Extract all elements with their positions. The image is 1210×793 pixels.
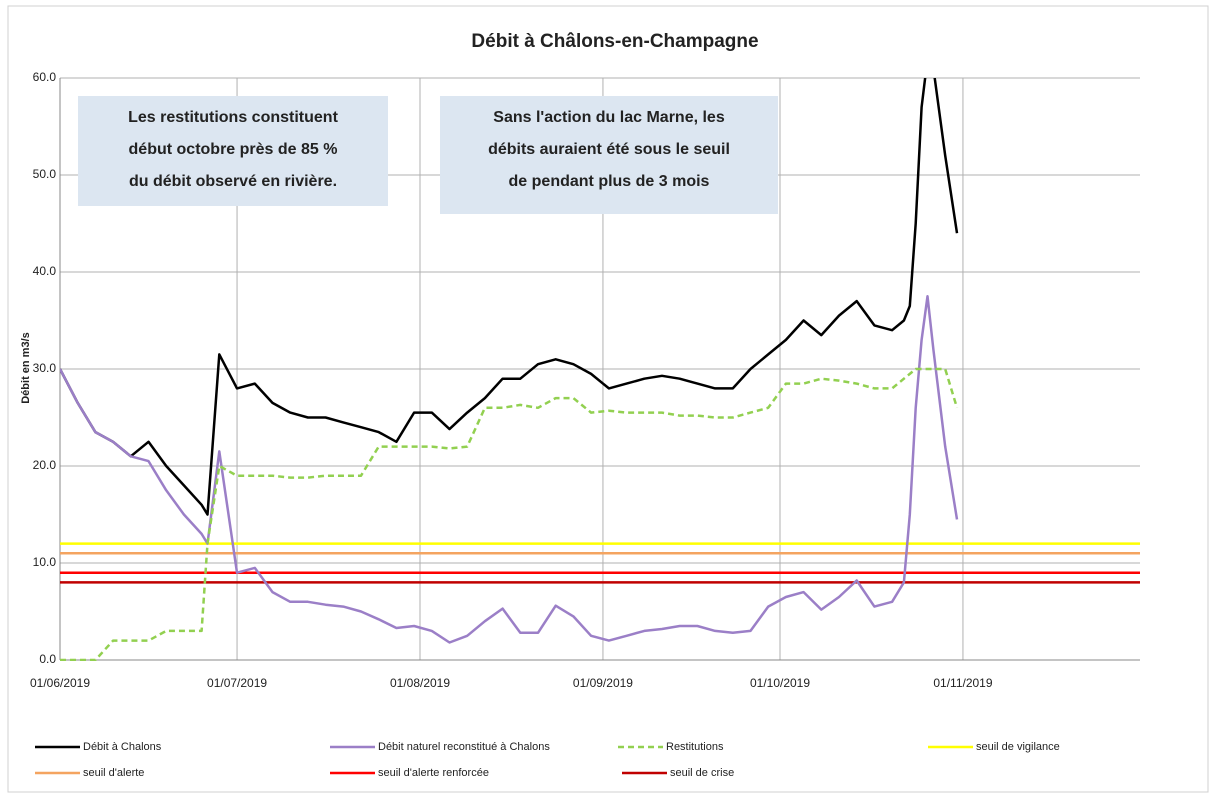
y-tick-label: 50.0: [33, 167, 57, 181]
legend-label: seuil de vigilance: [976, 741, 1060, 753]
y-tick-label: 0.0: [39, 652, 56, 666]
legend-label: seuil d'alerte renforcée: [378, 767, 489, 779]
annotation-text: débits auraient été sous le seuil: [488, 141, 730, 158]
chart-title: Débit à Châlons-en-Champagne: [471, 31, 758, 52]
legend-label: Débit à Chalons: [83, 741, 162, 753]
y-tick-label: 60.0: [33, 70, 57, 84]
x-tick-label: 01/06/2019: [30, 676, 90, 690]
x-tick-label: 01/09/2019: [573, 676, 633, 690]
y-tick-label: 30.0: [33, 361, 57, 375]
annotation-text: du débit observé en rivière.: [129, 173, 337, 190]
x-tick-label: 01/08/2019: [390, 676, 450, 690]
y-tick-label: 40.0: [33, 264, 57, 278]
legend-label: seuil d'alerte: [83, 767, 144, 779]
y-tick-label: 20.0: [33, 458, 57, 472]
series-line: [60, 367, 959, 661]
legend-label: Débit naturel reconstitué à Chalons: [378, 741, 550, 753]
x-tick-label: 01/07/2019: [207, 676, 267, 690]
annotation-text: Les restitutions constituent: [128, 109, 338, 126]
annotation-text: début octobre près de 85 %: [129, 141, 338, 158]
legend-label: seuil de crise: [670, 767, 734, 779]
x-tick-label: 01/11/2019: [933, 676, 992, 690]
plot-area: [60, 78, 1140, 661]
y-tick-label: 10.0: [33, 555, 57, 569]
y-axis-label: Débit en m3/s: [20, 332, 32, 404]
annotation-text: de pendant plus de 3 mois: [509, 173, 710, 190]
series-line: [60, 78, 959, 516]
annotation-text: Sans l'action du lac Marne, les: [493, 109, 725, 126]
annotation-box: [440, 96, 778, 214]
annotation-box: [78, 96, 388, 206]
x-tick-label: 01/10/2019: [750, 676, 810, 690]
legend-label: Restitutions: [666, 741, 724, 753]
